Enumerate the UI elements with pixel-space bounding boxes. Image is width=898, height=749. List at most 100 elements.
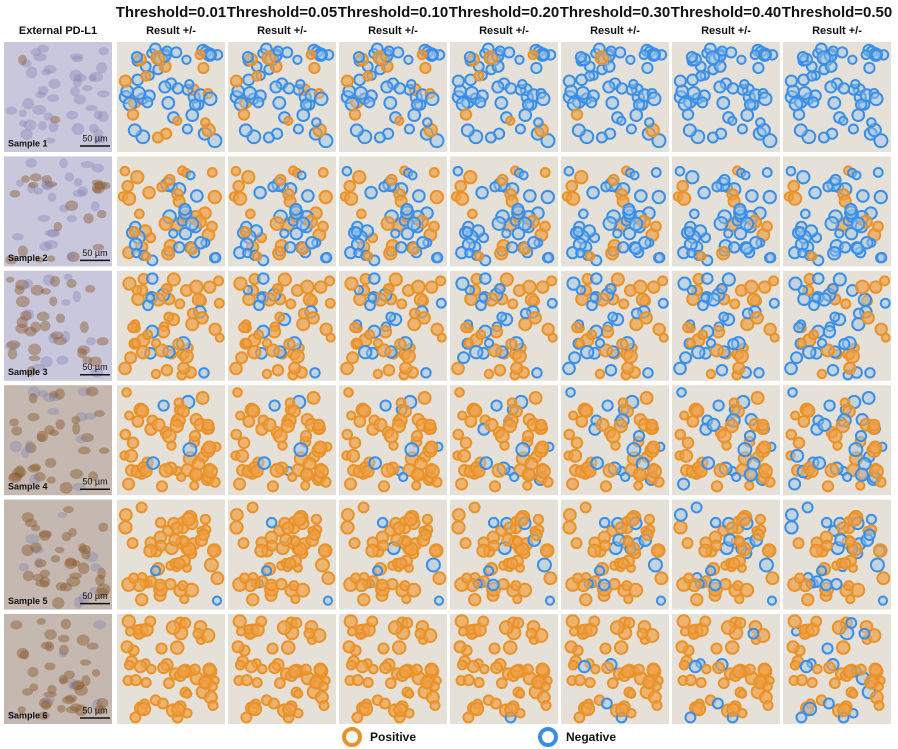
positive-cell: [615, 641, 628, 654]
stain-cell: [23, 571, 34, 582]
positive-cell: [719, 678, 729, 688]
negative-cell: [675, 509, 687, 521]
stain-cell: [92, 164, 104, 173]
negative-cell: [790, 98, 803, 111]
negative-cell: [534, 118, 543, 127]
positive-cell: [231, 76, 242, 87]
positive-cell: [802, 594, 813, 605]
positive-cell: [508, 398, 517, 407]
positive-cell: [596, 419, 608, 431]
positive-cell: [158, 326, 169, 337]
positive-cell: [856, 281, 869, 294]
negative-cell: [163, 46, 172, 55]
negative-cell: [456, 278, 468, 290]
stain-cell: [26, 158, 37, 168]
negative-cell: [485, 339, 493, 347]
positive-cell: [541, 168, 550, 177]
negative-cell: [826, 217, 839, 230]
positive-cell: [489, 541, 499, 551]
positive-cell: [652, 701, 661, 710]
negative-cell: [531, 63, 541, 73]
negative-cell: [613, 229, 621, 237]
positive-cell: [624, 350, 637, 363]
positive-cell: [511, 581, 520, 590]
negative-cell: [799, 87, 811, 99]
negative-cell: [719, 313, 728, 322]
positive-cell: [616, 704, 628, 716]
positive-cell: [856, 482, 864, 490]
negative-cell: [818, 339, 826, 347]
positive-cell: [350, 438, 361, 449]
negative-cell: [504, 47, 514, 57]
negative-cell: [243, 249, 251, 257]
positive-cell: [654, 477, 663, 486]
negative-cell: [849, 443, 862, 456]
negative-cell: [480, 457, 492, 469]
positive-cell: [758, 441, 770, 453]
negative-cell: [686, 171, 698, 183]
stain-cell: [85, 105, 97, 111]
positive-cell: [236, 661, 245, 670]
negative-cell: [603, 81, 614, 92]
negative-cell: [717, 284, 726, 293]
positive-cell: [493, 464, 506, 477]
negative-cell: [631, 171, 639, 179]
negative-cell: [643, 368, 652, 377]
stain-cell: [67, 252, 75, 261]
stain-cell: [28, 344, 41, 356]
positive-cell: [634, 665, 644, 675]
positive-cell: [536, 420, 547, 431]
negative-cell: [354, 52, 364, 62]
negative-cell: [812, 294, 820, 302]
stain-cell: [80, 321, 89, 333]
positive-cell: [182, 513, 195, 526]
positive-cell: [759, 465, 772, 478]
positive-cell: [653, 324, 664, 335]
negative-cell: [807, 72, 816, 81]
negative-cell: [881, 299, 890, 308]
negative-cell: [746, 190, 758, 202]
positive-cell: [542, 682, 550, 690]
positive-cell: [423, 515, 432, 524]
positive-cell: [869, 664, 881, 676]
stain-cell: [68, 679, 77, 690]
negative-cell: [824, 699, 834, 709]
positive-cell: [875, 682, 883, 690]
negative-cell: [801, 661, 812, 672]
positive-cell: [143, 187, 154, 198]
positive-cell: [567, 192, 579, 204]
negative-cell: [576, 249, 584, 257]
negative-cell: [182, 56, 190, 64]
positive-cell: [470, 502, 480, 512]
positive-cell: [429, 222, 439, 232]
negative-cell: [565, 167, 574, 176]
positive-cell: [430, 701, 439, 710]
positive-cell: [137, 502, 147, 512]
positive-cell: [351, 574, 360, 583]
negative-cell: [492, 81, 503, 92]
negative-cell: [853, 171, 861, 179]
negative-cell: [312, 118, 321, 127]
stain-cell: [74, 74, 87, 82]
negative-cell: [808, 97, 818, 107]
negative-cell: [732, 473, 740, 481]
positive-cell: [491, 326, 502, 337]
stain-cell: [74, 94, 86, 104]
positive-cell: [196, 312, 207, 323]
positive-cell: [171, 641, 184, 654]
negative-cell: [697, 97, 707, 107]
positive-cell: [569, 450, 581, 462]
negative-cell: [789, 479, 800, 490]
negative-cell: [393, 47, 403, 57]
positive-cell: [315, 281, 326, 292]
positive-cell: [870, 281, 881, 292]
legend-negative-label: Negative: [566, 730, 616, 744]
stain-cell: [41, 69, 51, 76]
positive-cell: [452, 363, 464, 375]
positive-cell: [197, 392, 209, 404]
column-subtitle: Result +/-: [257, 25, 307, 37]
positive-cell: [873, 222, 883, 232]
stain-cell: [44, 663, 55, 671]
positive-cell: [152, 419, 164, 431]
positive-cell: [318, 222, 328, 232]
